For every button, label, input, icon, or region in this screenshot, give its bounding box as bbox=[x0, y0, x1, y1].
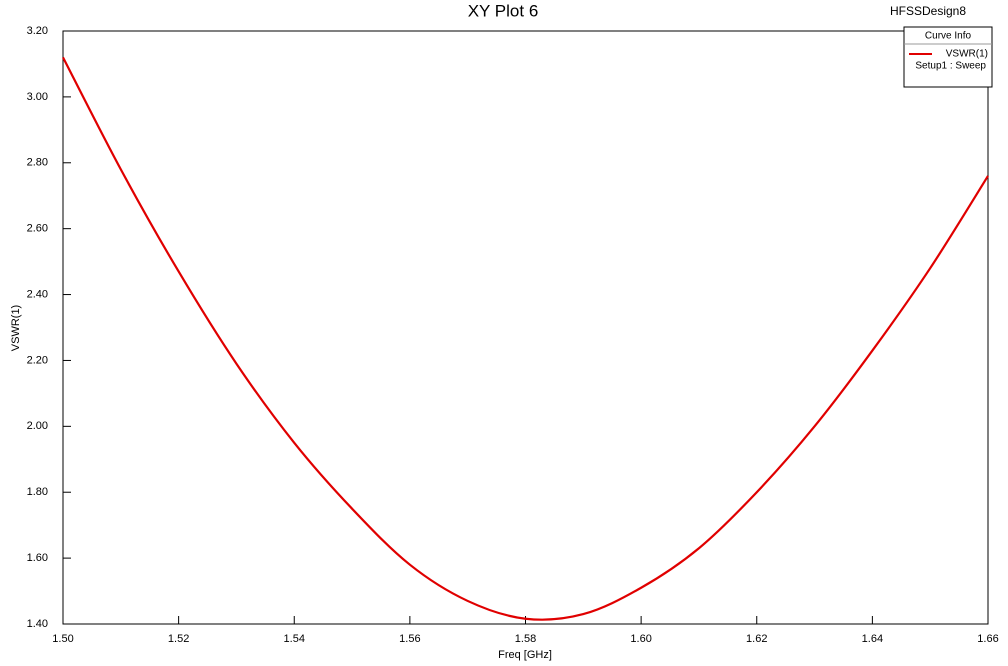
y-tick-label: 2.00 bbox=[27, 420, 48, 432]
y-tick-label: 2.40 bbox=[27, 288, 48, 300]
x-tick-label: 1.60 bbox=[630, 633, 651, 645]
legend-box bbox=[903, 26, 993, 88]
x-tick-label: 1.56 bbox=[399, 633, 420, 645]
y-axis-label: VSWR(1) bbox=[10, 305, 22, 351]
chart-title: XY Plot 6 bbox=[468, 1, 539, 20]
legend-label: VSWR(1) bbox=[946, 49, 988, 60]
legend-subtitle: Setup1 : Sweep bbox=[915, 61, 986, 72]
x-tick-label: 1.58 bbox=[515, 633, 536, 645]
x-tick-label: 1.64 bbox=[862, 633, 883, 645]
x-tick-label: 1.54 bbox=[284, 633, 305, 645]
x-tick-label: 1.66 bbox=[977, 633, 998, 645]
x-tick-label: 1.50 bbox=[52, 633, 73, 645]
y-tick-label: 2.20 bbox=[27, 354, 48, 366]
legend-title: Curve Info bbox=[925, 31, 972, 42]
data-line bbox=[62, 56, 989, 621]
x-axis-label: Freq [GHz] bbox=[498, 649, 552, 661]
y-tick-label: 2.60 bbox=[27, 223, 48, 235]
x-tick-label: 1.52 bbox=[168, 633, 189, 645]
y-tick-label: 2.80 bbox=[27, 157, 48, 169]
y-tick-label: 1.40 bbox=[27, 618, 48, 630]
y-tick-label: 3.20 bbox=[27, 25, 48, 37]
design-name: HFSSDesign8 bbox=[890, 4, 966, 18]
y-tick-label: 1.80 bbox=[27, 486, 48, 498]
y-tick-label: 3.00 bbox=[27, 91, 48, 103]
x-tick-label: 1.62 bbox=[746, 633, 767, 645]
y-tick-label: 1.60 bbox=[27, 552, 48, 564]
legend: Curve Info VSWR(1) Setup1 : Sweep bbox=[903, 26, 993, 88]
